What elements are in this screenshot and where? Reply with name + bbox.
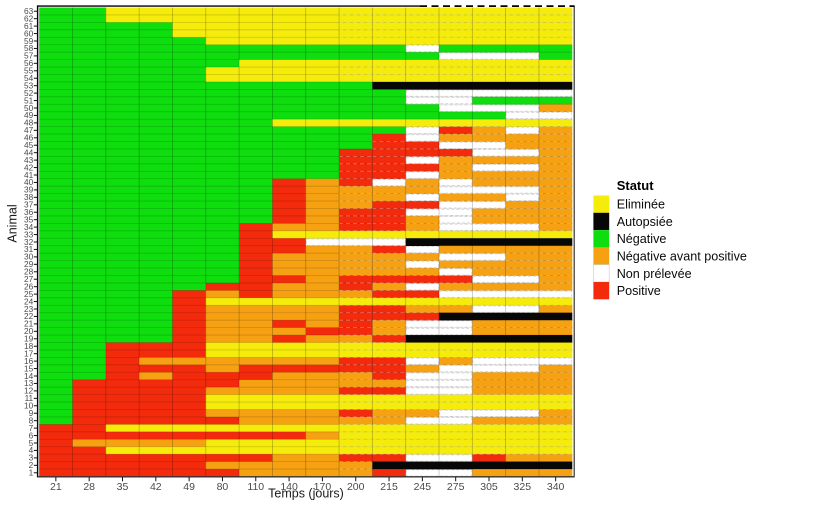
svg-text:6: 6 [29,430,34,440]
svg-text:59: 59 [24,36,34,46]
svg-text:50: 50 [24,103,34,113]
svg-text:42: 42 [150,481,162,493]
svg-text:11: 11 [25,393,34,403]
svg-text:140: 140 [280,481,298,493]
svg-text:51: 51 [24,95,34,105]
svg-text:170: 170 [314,481,332,493]
svg-text:8: 8 [29,415,34,425]
svg-text:26: 26 [24,281,34,291]
svg-text:Négative avant positive: Négative avant positive [617,249,747,263]
svg-text:39: 39 [24,185,34,195]
svg-text:110: 110 [247,481,264,493]
svg-text:24: 24 [24,296,34,306]
svg-text:4: 4 [29,445,34,455]
svg-text:80: 80 [217,481,229,493]
svg-text:52: 52 [24,88,34,98]
svg-text:7: 7 [29,423,34,433]
svg-text:22: 22 [24,311,34,321]
svg-text:305: 305 [480,481,498,493]
svg-text:2: 2 [29,460,34,470]
svg-text:Non prélevée: Non prélevée [617,267,692,281]
svg-text:32: 32 [24,237,34,247]
svg-text:21: 21 [24,319,34,329]
svg-text:12: 12 [24,386,34,396]
svg-text:18: 18 [24,341,34,351]
svg-text:30: 30 [24,252,34,262]
svg-text:16: 16 [24,356,34,366]
svg-text:Positive: Positive [617,284,661,298]
svg-text:Statut: Statut [617,178,655,193]
svg-text:245: 245 [414,481,432,493]
svg-text:13: 13 [24,378,34,388]
svg-text:40: 40 [24,177,34,187]
svg-text:57: 57 [24,51,34,61]
svg-text:14: 14 [24,371,34,381]
svg-text:62: 62 [24,13,34,23]
svg-text:61: 61 [24,21,34,31]
svg-text:43: 43 [24,155,34,165]
svg-text:28: 28 [24,267,34,277]
svg-text:340: 340 [547,481,565,493]
svg-text:28: 28 [83,481,95,493]
svg-text:49: 49 [24,110,34,120]
svg-text:60: 60 [24,28,34,38]
svg-text:25: 25 [24,289,34,299]
svg-text:275: 275 [447,481,465,493]
svg-text:1: 1 [29,468,34,478]
svg-text:27: 27 [24,274,34,284]
svg-text:31: 31 [24,244,34,254]
svg-text:Autopsiée: Autopsiée [617,215,673,229]
svg-text:56: 56 [24,58,34,68]
svg-text:9: 9 [29,408,34,418]
svg-text:200: 200 [347,481,365,493]
svg-text:23: 23 [24,304,34,314]
svg-text:Temps (jours): Temps (jours) [268,487,344,501]
svg-text:58: 58 [24,43,34,53]
svg-text:54: 54 [24,73,34,83]
svg-text:47: 47 [24,125,34,135]
svg-text:29: 29 [24,259,34,269]
svg-text:3: 3 [29,453,34,463]
svg-text:55: 55 [24,66,34,76]
svg-text:Animal: Animal [6,204,20,242]
svg-text:34: 34 [24,222,34,232]
svg-text:35: 35 [24,214,34,224]
svg-text:45: 45 [24,140,34,150]
svg-text:Négative: Négative [617,232,667,246]
svg-text:Eliminée: Eliminée [617,198,665,212]
svg-text:37: 37 [24,200,34,210]
svg-text:17: 17 [24,348,34,358]
svg-text:5: 5 [29,438,34,448]
svg-text:41: 41 [24,170,34,180]
svg-text:20: 20 [24,326,34,336]
svg-text:33: 33 [24,229,34,239]
svg-text:48: 48 [24,118,34,128]
svg-text:325: 325 [514,481,532,493]
svg-text:215: 215 [380,481,398,493]
svg-text:36: 36 [24,207,34,217]
svg-text:44: 44 [24,147,34,157]
svg-text:15: 15 [24,363,34,373]
svg-text:49: 49 [183,481,195,493]
svg-text:10: 10 [24,401,34,411]
svg-text:19: 19 [24,334,34,344]
svg-text:63: 63 [24,6,34,16]
svg-text:42: 42 [24,162,34,172]
svg-text:21: 21 [50,481,62,493]
svg-text:35: 35 [117,481,129,493]
svg-text:53: 53 [24,80,34,90]
svg-text:46: 46 [24,133,34,143]
svg-text:38: 38 [24,192,34,202]
